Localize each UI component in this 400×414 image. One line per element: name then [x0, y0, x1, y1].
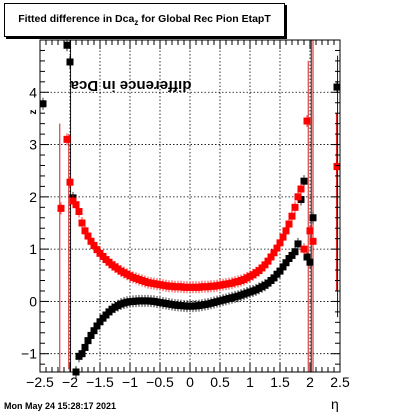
- red-point: [279, 233, 287, 241]
- red-point: [264, 257, 272, 265]
- red-point: [294, 193, 302, 201]
- x-tick-label: −2: [62, 374, 78, 390]
- black-point: [294, 240, 302, 248]
- red-point: [69, 197, 77, 205]
- red-point: [78, 219, 86, 227]
- black-point: [306, 258, 314, 266]
- red-point: [57, 204, 65, 212]
- red-point: [288, 212, 296, 220]
- red-point: [93, 246, 101, 254]
- y-tick-label: 3: [29, 137, 37, 153]
- x-tick-label: 1.5: [270, 374, 290, 390]
- red-point: [273, 244, 281, 252]
- red-point: [90, 241, 98, 249]
- red-point: [306, 227, 314, 235]
- black-point: [66, 58, 74, 66]
- black-point: [39, 100, 47, 108]
- x-tick-label: 0.5: [210, 374, 230, 390]
- x-tick-label: 2.5: [330, 374, 350, 390]
- x-tick-label: 2: [306, 374, 314, 390]
- black-point: [333, 83, 341, 91]
- x-tick-label: −0.5: [146, 374, 174, 390]
- red-point: [282, 227, 290, 235]
- black-point: [63, 41, 71, 49]
- red-point: [75, 207, 83, 215]
- black-point: [81, 343, 89, 351]
- red-point: [303, 117, 311, 125]
- black-point: [270, 274, 278, 282]
- x-axis-label: η: [331, 396, 339, 412]
- red-point: [276, 239, 284, 247]
- red-point: [261, 261, 269, 269]
- red-point: [285, 220, 293, 228]
- red-point: [333, 163, 341, 171]
- black-point: [84, 337, 92, 345]
- red-point: [297, 185, 305, 193]
- red-point: [84, 232, 92, 240]
- red-point: [81, 227, 89, 235]
- black-point: [90, 327, 98, 335]
- x-tick-label: 0: [186, 374, 194, 390]
- y-tick-label: −1: [21, 346, 37, 362]
- black-point: [291, 248, 299, 256]
- y-tick-label: 0: [29, 293, 37, 309]
- x-tick-label: −2.5: [26, 374, 54, 390]
- x-tick-label: −1.5: [86, 374, 114, 390]
- red-point: [72, 201, 80, 209]
- black-point: [288, 251, 296, 259]
- black-point: [96, 318, 104, 326]
- black-point: [300, 177, 308, 185]
- y-tick-label: 2: [29, 189, 37, 205]
- x-tick-label: −1: [122, 374, 138, 390]
- black-point: [276, 267, 284, 275]
- chart-title: Fitted difference in Dcaz for Global Rec…: [4, 3, 285, 37]
- y-tick-label: 4: [29, 84, 37, 100]
- x-tick-label: 1: [246, 374, 254, 390]
- red-point: [66, 178, 74, 186]
- red-point: [87, 237, 95, 245]
- black-point: [282, 259, 290, 267]
- chart-title-text: Fitted difference in Dcaz for Global Rec…: [18, 12, 271, 28]
- red-point: [63, 135, 71, 143]
- black-point: [87, 331, 95, 339]
- red-point: [300, 245, 308, 253]
- timestamp: Mon May 24 15:28:17 2021: [4, 401, 117, 411]
- black-point: [93, 322, 101, 330]
- black-point: [303, 253, 311, 261]
- red-point: [291, 203, 299, 211]
- black-point: [309, 214, 317, 222]
- black-point: [279, 263, 287, 271]
- black-point: [78, 350, 86, 358]
- red-point: [309, 237, 317, 245]
- red-point: [270, 249, 278, 257]
- red-point: [267, 253, 275, 261]
- y-tick-label: 1: [29, 241, 37, 257]
